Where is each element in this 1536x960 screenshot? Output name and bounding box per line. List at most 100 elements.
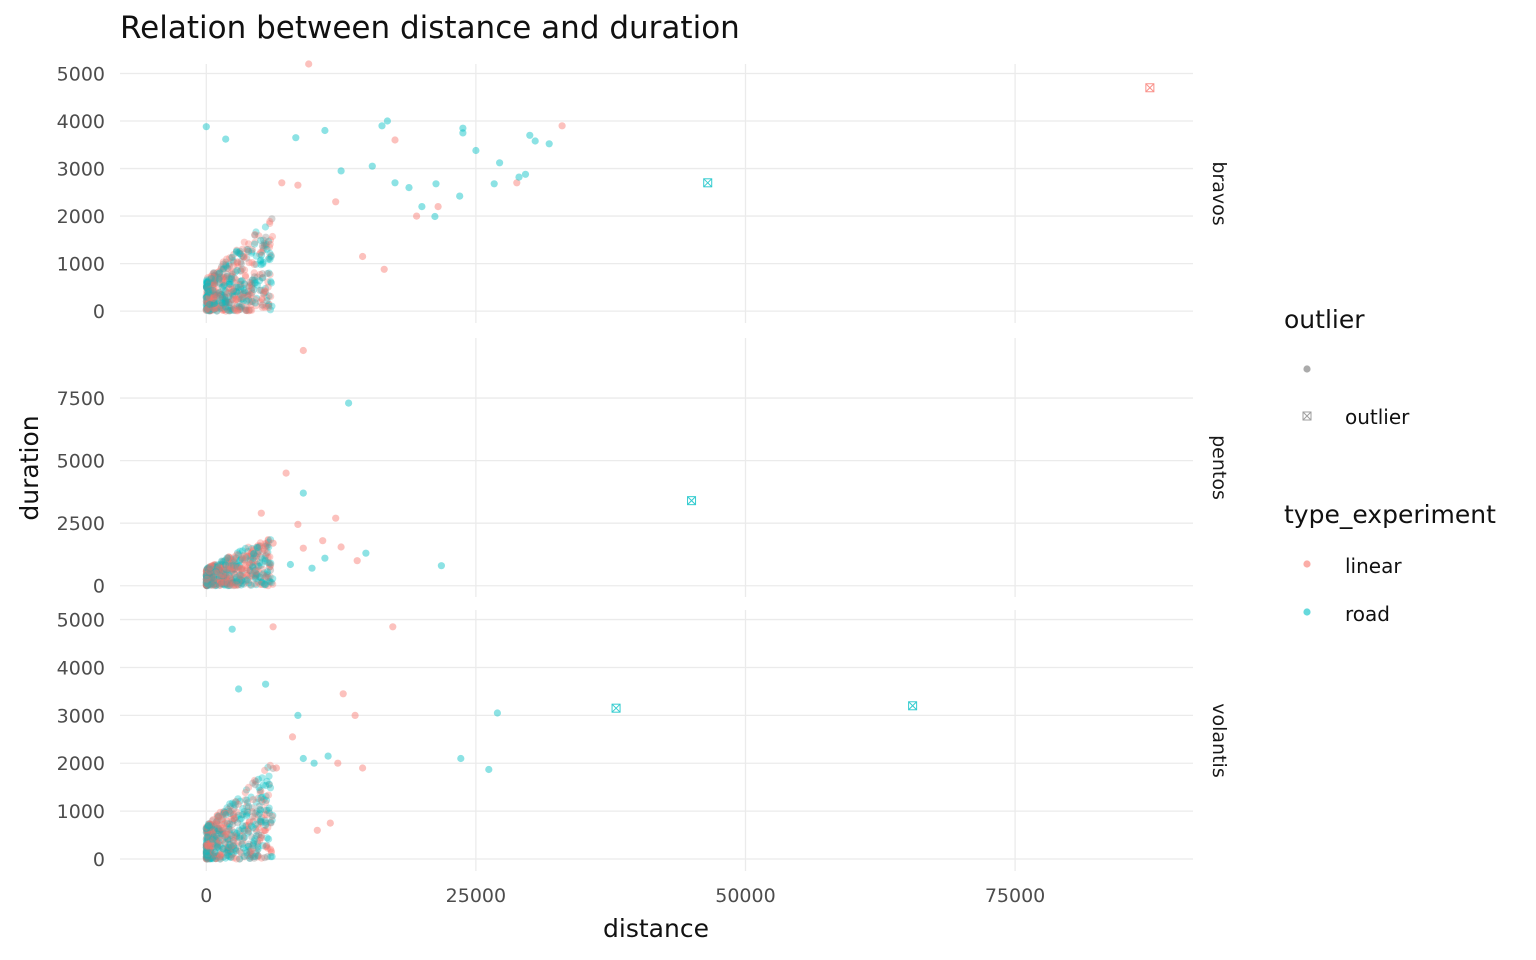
point-cluster bbox=[264, 536, 272, 545]
point-cluster bbox=[202, 283, 211, 291]
point-cluster bbox=[225, 571, 233, 580]
point-cluster bbox=[204, 572, 212, 580]
point-cluster bbox=[204, 824, 212, 832]
point-cluster bbox=[204, 826, 212, 834]
point-cluster bbox=[208, 843, 216, 851]
point-cluster bbox=[266, 845, 274, 853]
point-cluster bbox=[264, 255, 272, 263]
outlier-cross bbox=[1302, 411, 1312, 421]
point-cluster bbox=[210, 829, 218, 837]
point-cluster bbox=[212, 578, 220, 586]
point-cluster bbox=[209, 562, 217, 570]
point-cluster bbox=[206, 570, 214, 578]
point-cluster bbox=[205, 845, 213, 853]
point-cluster bbox=[203, 301, 211, 309]
point-cluster bbox=[231, 565, 239, 573]
point-cluster bbox=[239, 298, 247, 306]
point-cluster bbox=[202, 841, 211, 849]
point-cluster bbox=[240, 852, 248, 860]
point-cluster bbox=[238, 547, 247, 555]
point-cluster bbox=[204, 289, 212, 297]
point-cluster bbox=[251, 809, 259, 817]
point-cluster bbox=[215, 838, 223, 846]
point-cluster bbox=[265, 543, 273, 551]
point-cluster bbox=[258, 793, 266, 801]
point-cluster bbox=[205, 826, 213, 834]
point-cluster bbox=[242, 303, 250, 311]
point-cluster bbox=[207, 279, 215, 287]
x-tick-label: 25000 bbox=[446, 885, 506, 907]
point-cluster bbox=[236, 547, 244, 555]
point-cluster bbox=[235, 826, 243, 834]
point-cluster bbox=[206, 849, 214, 857]
point-cluster bbox=[215, 581, 223, 589]
point-cluster bbox=[221, 839, 229, 848]
point-cluster bbox=[249, 558, 257, 566]
point-cluster bbox=[239, 844, 247, 852]
point-cluster bbox=[207, 567, 215, 575]
point-cluster bbox=[243, 307, 251, 315]
point-cluster bbox=[265, 804, 273, 812]
point-cluster bbox=[206, 276, 214, 284]
point-cluster bbox=[257, 236, 265, 244]
point-cluster bbox=[255, 802, 263, 810]
point-cluster bbox=[209, 828, 217, 836]
point-road bbox=[299, 489, 307, 497]
point-cluster bbox=[219, 814, 227, 823]
point-cluster bbox=[235, 551, 243, 559]
point-cluster bbox=[207, 826, 215, 834]
point-cluster bbox=[229, 837, 237, 845]
point-cluster bbox=[259, 244, 267, 252]
point-cluster bbox=[229, 842, 237, 850]
point-cluster bbox=[245, 296, 253, 304]
point-cluster bbox=[219, 574, 227, 582]
point-cluster bbox=[246, 572, 254, 581]
point-cluster bbox=[236, 578, 244, 586]
point-cluster bbox=[228, 254, 236, 262]
point-cluster bbox=[241, 289, 249, 297]
point-cluster bbox=[250, 285, 258, 293]
point-road bbox=[418, 203, 426, 211]
point-linear bbox=[269, 623, 277, 631]
point-cluster bbox=[230, 555, 238, 563]
point-cluster bbox=[203, 823, 211, 831]
point-cluster bbox=[249, 840, 258, 848]
point-cluster bbox=[207, 845, 215, 853]
point-cluster bbox=[209, 299, 217, 307]
point-cluster bbox=[222, 298, 230, 306]
point-cluster bbox=[240, 286, 249, 294]
point-cluster bbox=[254, 567, 262, 575]
point-cluster bbox=[254, 820, 262, 829]
point-cluster bbox=[212, 854, 220, 863]
legend-key-road bbox=[1303, 608, 1311, 616]
legend-key-outlier bbox=[1302, 411, 1312, 421]
point-cluster bbox=[268, 853, 276, 861]
point-cluster bbox=[260, 569, 268, 577]
point-cluster bbox=[223, 848, 231, 856]
point-cluster bbox=[233, 829, 241, 838]
point-cluster bbox=[237, 571, 245, 580]
point-cluster bbox=[208, 565, 216, 573]
point-cluster bbox=[242, 273, 250, 281]
point-cluster bbox=[221, 281, 229, 289]
point-cluster bbox=[238, 840, 247, 848]
point-cluster bbox=[204, 571, 212, 580]
point-cluster bbox=[262, 240, 270, 248]
point-cluster bbox=[207, 578, 215, 587]
point-cluster bbox=[211, 273, 219, 281]
point-cluster bbox=[258, 774, 266, 782]
point-cluster bbox=[208, 570, 216, 578]
point-cluster bbox=[259, 570, 267, 578]
point-cluster bbox=[220, 573, 228, 581]
point-cluster bbox=[202, 829, 210, 837]
point-cluster bbox=[265, 781, 273, 789]
point-cluster bbox=[221, 820, 229, 828]
point-cluster bbox=[203, 838, 211, 846]
point-cluster bbox=[265, 269, 273, 277]
point-cluster bbox=[253, 557, 261, 565]
point-cluster bbox=[220, 578, 228, 586]
point-cluster bbox=[260, 806, 268, 814]
point-cluster bbox=[230, 287, 238, 295]
point-cluster bbox=[222, 297, 230, 306]
point-cluster bbox=[219, 571, 227, 579]
